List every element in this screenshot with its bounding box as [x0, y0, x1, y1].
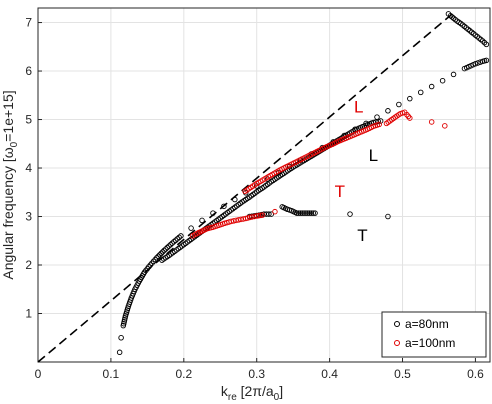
data-point	[159, 249, 166, 255]
legend-label-a80: a=80nm	[405, 317, 449, 331]
data-point	[374, 114, 380, 120]
data-point	[268, 211, 275, 217]
data-point	[116, 349, 123, 356]
y-tick-label: 3	[25, 210, 32, 224]
data-point	[253, 213, 260, 219]
data-point	[472, 61, 479, 67]
data-point	[295, 210, 302, 216]
data-point	[255, 212, 262, 219]
data-point	[483, 41, 490, 48]
y-tick-label: 1	[25, 307, 32, 321]
data-point	[483, 57, 490, 64]
data-point	[407, 95, 413, 102]
x-tick-label: 0.4	[321, 367, 338, 381]
legend-marker-a80	[394, 321, 400, 327]
data-point	[385, 108, 391, 114]
data-point	[166, 243, 172, 249]
legend-label-a100: a=100nm	[405, 336, 455, 350]
data-point	[449, 14, 455, 20]
x-tick-label: 0.1	[103, 367, 120, 381]
y-axis-label: Angular frequency [ω0=1e+15]	[0, 90, 20, 279]
y-tick-label: 2	[25, 258, 32, 272]
data-point	[301, 210, 307, 216]
data-point	[154, 254, 160, 261]
data-point	[178, 233, 184, 239]
data-point	[257, 212, 264, 219]
x-tick-label: 0.2	[175, 367, 192, 381]
series-1	[116, 11, 490, 356]
y-tick-label: 6	[25, 64, 32, 78]
x-tick-label: 0.5	[394, 367, 411, 381]
data-point	[164, 244, 171, 251]
data-point	[475, 60, 481, 66]
data-point	[161, 247, 167, 254]
data-point	[310, 210, 316, 216]
mode-label: L	[369, 146, 378, 165]
data-point	[162, 246, 169, 252]
data-point	[266, 211, 272, 217]
data-point	[312, 210, 318, 216]
y-tick-label: 4	[25, 161, 32, 175]
data-point	[272, 208, 278, 215]
legend-marker-a100	[394, 340, 400, 346]
y-tick-label: 7	[25, 16, 32, 30]
data-point	[442, 123, 448, 129]
data-point	[308, 210, 315, 216]
axis-ticks: 0 0.1 0.2 0.3 0.4 0.5 0.6 1 2 3 4 5 6 7	[25, 16, 484, 381]
data-point	[221, 203, 227, 210]
data-point	[375, 118, 381, 125]
data-point	[299, 210, 306, 216]
data-point	[405, 113, 412, 120]
x-tick-label: 0.3	[248, 367, 265, 381]
data-point	[385, 213, 391, 220]
x-tick-label: 0.6	[467, 367, 484, 381]
data-point	[439, 77, 446, 84]
mode-label: T	[335, 182, 345, 201]
series-2	[189, 109, 448, 239]
light-line	[37, 12, 455, 363]
data-point	[259, 212, 266, 218]
data-point	[450, 71, 457, 78]
legend-box	[381, 311, 487, 358]
legend: a=80nm a=100nm	[381, 311, 487, 358]
data-point	[297, 210, 304, 216]
annotations: L L T T	[335, 97, 378, 245]
data-point	[156, 252, 163, 258]
y-tick-label: 5	[25, 113, 32, 127]
mode-label: T	[357, 226, 367, 245]
data-point	[210, 210, 216, 216]
data-point	[155, 253, 162, 260]
data-marks	[37, 11, 490, 363]
data-point	[428, 83, 435, 90]
data-point	[303, 210, 309, 216]
data-point	[304, 210, 311, 216]
x-axis-label: kre [2π/a0]	[221, 383, 283, 403]
data-point	[407, 115, 413, 121]
grid	[37, 8, 490, 362]
data-point	[199, 217, 205, 224]
data-point	[118, 335, 124, 341]
data-point	[306, 210, 313, 216]
data-point	[188, 225, 194, 231]
data-point	[376, 121, 382, 128]
data-point	[232, 196, 238, 203]
plot-frame	[37, 7, 491, 363]
data-point	[428, 119, 435, 125]
data-point	[167, 241, 174, 248]
data-point	[158, 250, 164, 257]
data-point	[396, 101, 402, 108]
data-point	[294, 210, 300, 216]
x-tick-label: 0	[35, 367, 42, 381]
data-point	[248, 214, 255, 220]
mode-label: L	[354, 97, 363, 116]
data-point	[404, 111, 410, 118]
data-point	[417, 89, 424, 96]
data-point	[377, 118, 384, 124]
data-point	[347, 211, 353, 217]
